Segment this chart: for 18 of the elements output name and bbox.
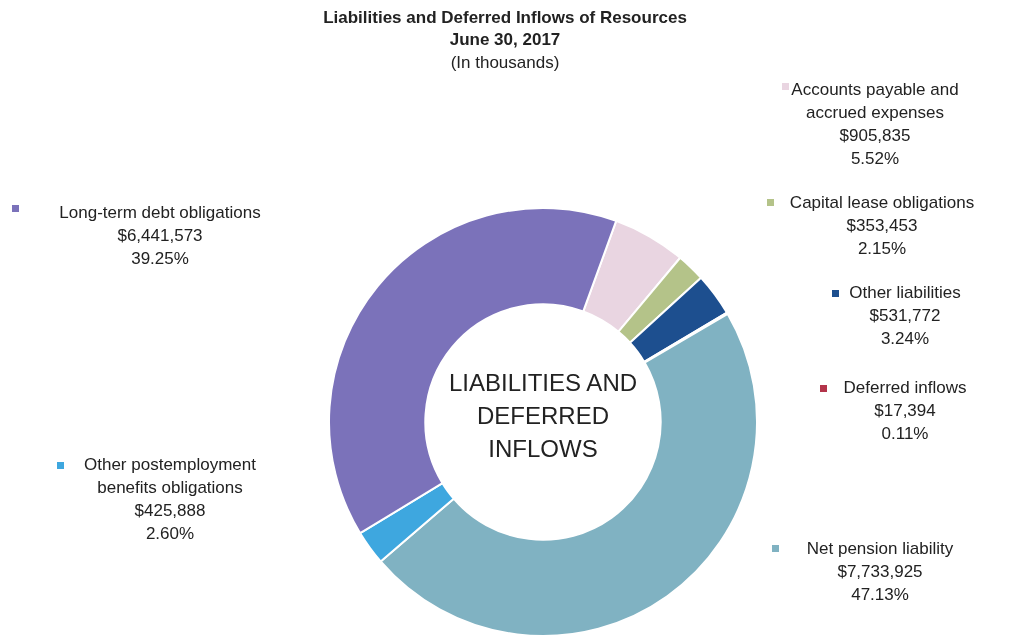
data-label: $7,733,925 47.13%	[837, 562, 923, 605]
text: (In thousands)	[450, 53, 560, 73]
data-label: $17,394 0.11%	[874, 401, 936, 444]
legend-label: Capital lease obligations	[789, 193, 975, 213]
chart-subtitle: June 30, 2017	[449, 30, 561, 50]
legend-label: Long-term debt obligations	[59, 203, 261, 223]
chart-title: Liabilities and Deferred Inflows of Resources	[323, 8, 687, 28]
legend-label: Net pension liability	[806, 539, 954, 559]
text: LIABILITIES AND DEFERRED INFLOWS	[448, 369, 638, 463]
legend-label: Other liabilities	[849, 283, 961, 303]
legend-label: Deferred inflows	[843, 378, 967, 398]
legend-label: Other postemployment benefits obligations	[84, 455, 257, 498]
data-label: $353,453 2.15%	[846, 216, 918, 259]
data-label: $531,772 3.24%	[869, 306, 941, 349]
data-label: $905,835 5.52%	[839, 126, 911, 169]
legend-label: Accounts payable and accrued expenses	[791, 80, 959, 123]
data-label: $6,441,573 39.25%	[117, 226, 203, 269]
data-label: $425,888 2.60%	[134, 501, 206, 544]
